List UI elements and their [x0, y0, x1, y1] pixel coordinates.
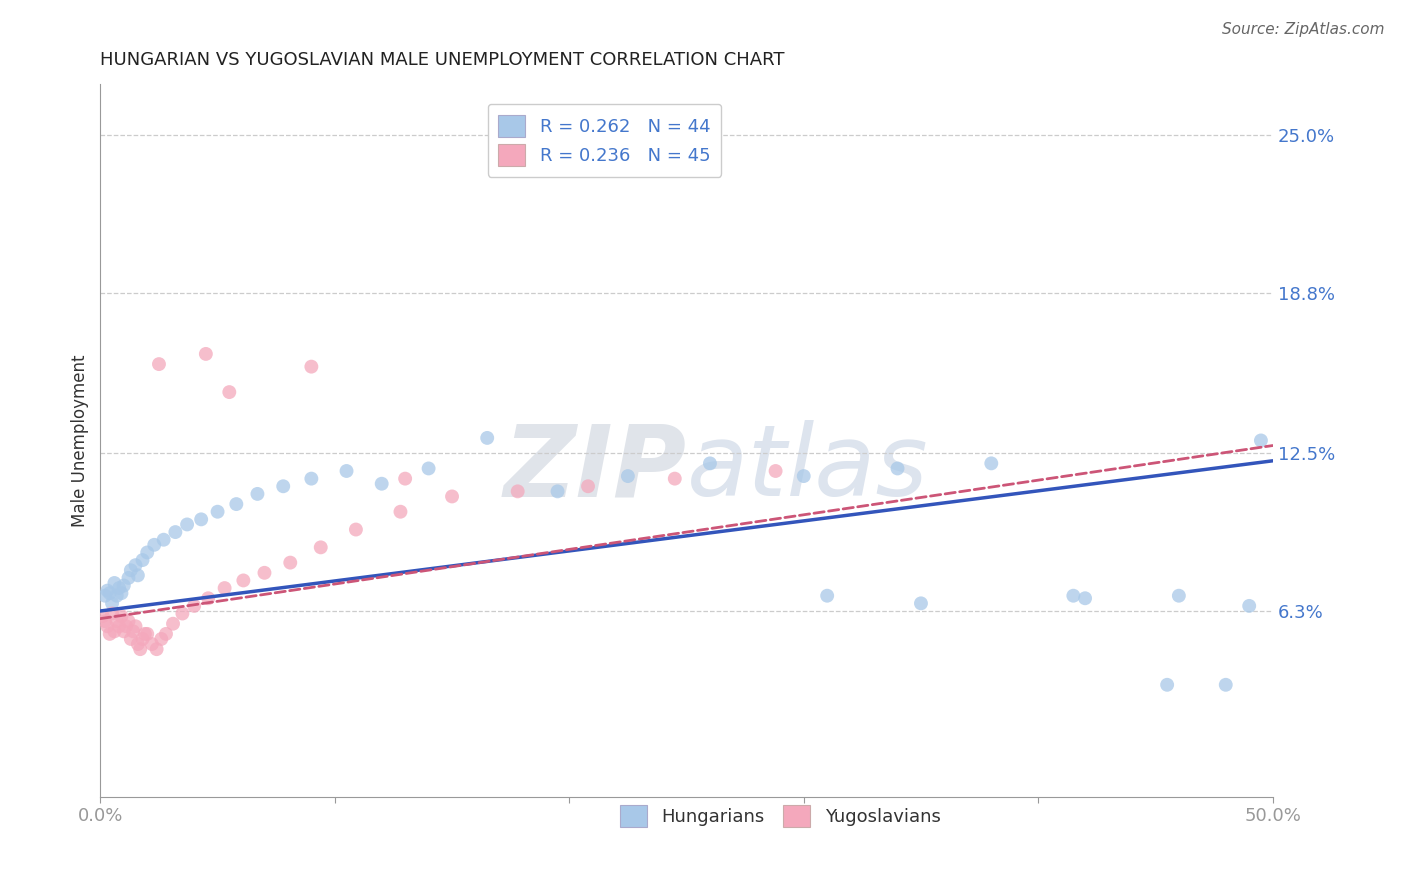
Point [120, 632, 142, 646]
Text: HUNGARIAN VS YUGOSLAVIAN MALE UNEMPLOYMENT CORRELATION CHART: HUNGARIAN VS YUGOSLAVIAN MALE UNEMPLOYME… [100, 51, 785, 69]
Point [793, 469, 815, 483]
Point [441, 490, 464, 504]
Point [101, 596, 124, 610]
Point [103, 576, 125, 591]
Point [278, 556, 301, 570]
Point [108, 619, 131, 633]
Point [96, 583, 118, 598]
Point [197, 591, 219, 606]
Point [152, 533, 174, 547]
Point [122, 624, 145, 639]
Point [576, 479, 599, 493]
Point [162, 616, 184, 631]
Point [136, 627, 159, 641]
Point [148, 357, 170, 371]
Point [309, 541, 332, 555]
Point [117, 571, 139, 585]
Point [418, 461, 440, 475]
Point [271, 479, 294, 493]
Point [143, 538, 166, 552]
Point [105, 589, 128, 603]
Point [124, 619, 146, 633]
Point [127, 637, 149, 651]
Point [506, 484, 529, 499]
Point [110, 609, 132, 624]
Point [299, 472, 322, 486]
Point [246, 487, 269, 501]
Point [134, 627, 156, 641]
Point [112, 578, 135, 592]
Point [765, 464, 787, 478]
Y-axis label: Male Unemployment: Male Unemployment [72, 354, 89, 526]
Point [232, 574, 254, 588]
Point [194, 347, 217, 361]
Point [91, 609, 114, 624]
Point [225, 497, 247, 511]
Point [165, 525, 187, 540]
Point [141, 637, 163, 651]
Point [117, 614, 139, 628]
Legend: Hungarians, Yugoslavians: Hungarians, Yugoslavians [613, 797, 948, 834]
Point [96, 619, 118, 633]
Point [370, 476, 392, 491]
Point [131, 553, 153, 567]
Point [299, 359, 322, 374]
Point [1215, 678, 1237, 692]
Point [105, 614, 128, 628]
Point [176, 517, 198, 532]
Point [394, 472, 416, 486]
Point [980, 456, 1002, 470]
Point [190, 512, 212, 526]
Point [136, 545, 159, 559]
Point [214, 581, 236, 595]
Point [699, 456, 721, 470]
Point [664, 472, 686, 486]
Point [150, 632, 173, 646]
Point [335, 464, 357, 478]
Point [477, 431, 499, 445]
Point [344, 523, 367, 537]
Point [253, 566, 276, 580]
Point [547, 484, 569, 499]
Text: ZIP: ZIP [503, 420, 686, 517]
Point [124, 558, 146, 573]
Point [94, 614, 117, 628]
Point [108, 581, 131, 595]
Point [172, 607, 194, 621]
Point [129, 642, 152, 657]
Point [183, 599, 205, 613]
Point [98, 627, 121, 641]
Point [1074, 591, 1097, 606]
Point [110, 586, 132, 600]
Point [131, 632, 153, 646]
Point [389, 505, 412, 519]
Point [120, 563, 142, 577]
Point [103, 624, 125, 639]
Point [1062, 589, 1084, 603]
Point [112, 624, 135, 639]
Point [1237, 599, 1260, 613]
Point [1167, 589, 1189, 603]
Point [1156, 678, 1178, 692]
Point [115, 619, 138, 633]
Text: Source: ZipAtlas.com: Source: ZipAtlas.com [1222, 22, 1385, 37]
Point [886, 461, 908, 475]
Point [815, 589, 838, 603]
Point [1250, 434, 1272, 448]
Point [98, 586, 121, 600]
Point [155, 627, 177, 641]
Point [207, 505, 229, 519]
Point [145, 642, 167, 657]
Point [910, 596, 932, 610]
Point [127, 568, 149, 582]
Point [218, 385, 240, 400]
Point [94, 589, 117, 603]
Point [617, 469, 640, 483]
Text: atlas: atlas [686, 420, 928, 517]
Point [101, 607, 124, 621]
